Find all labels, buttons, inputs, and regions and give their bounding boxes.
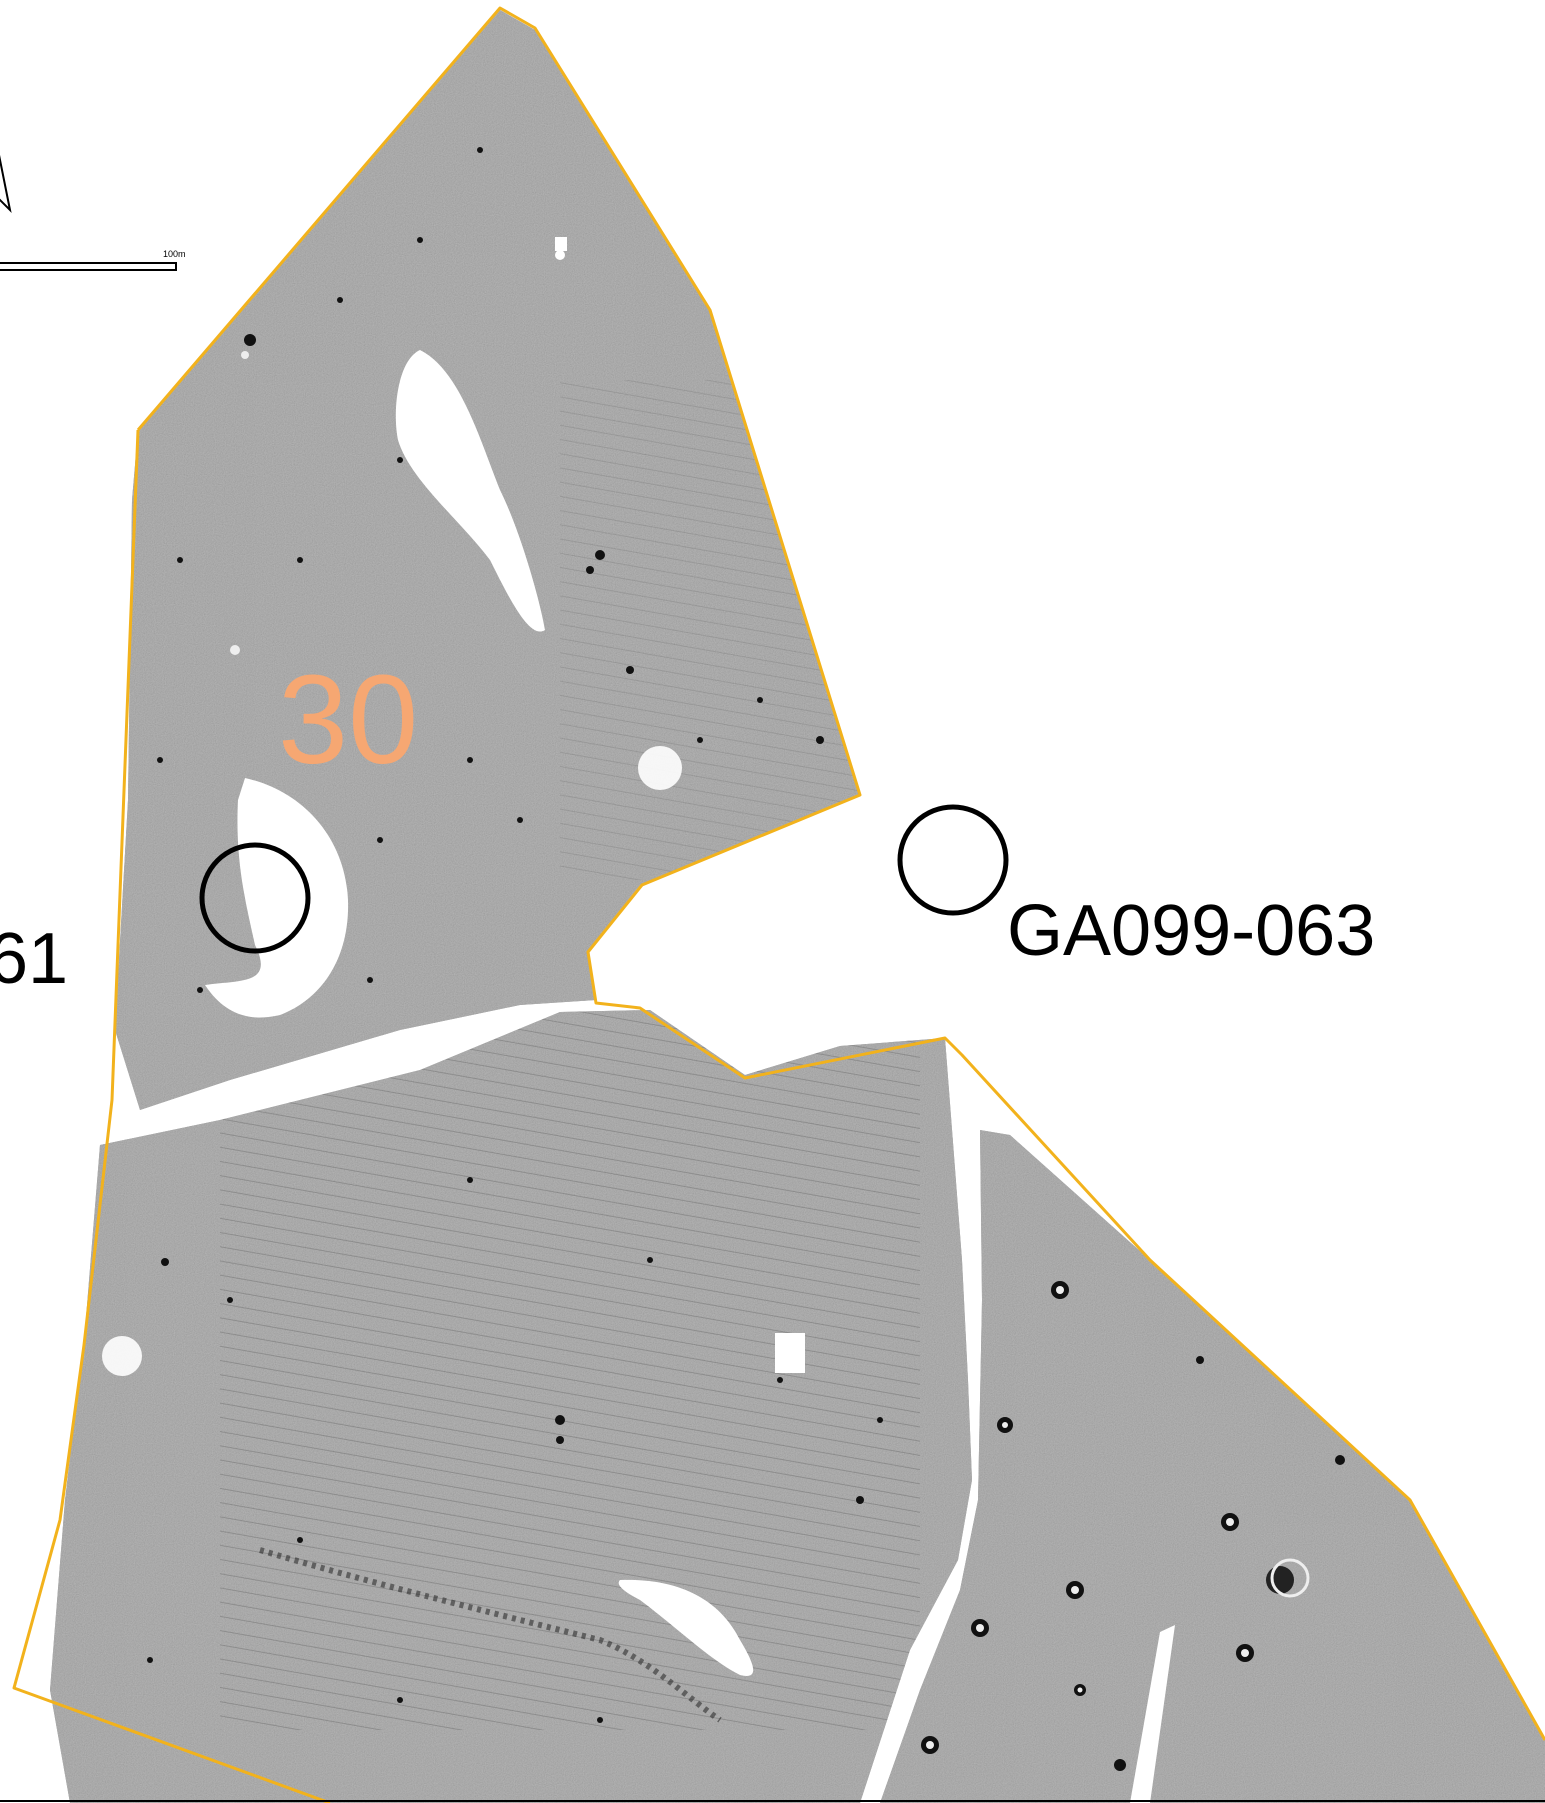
void-south-lake xyxy=(618,1579,754,1676)
site-circle-west[interactable] xyxy=(199,842,311,954)
void-small-square xyxy=(555,237,567,251)
site-label-ga099-063: GA099-063 xyxy=(1007,891,1375,971)
anomaly-dots-east xyxy=(921,1281,1345,1771)
anomaly-bright-spot xyxy=(638,746,682,790)
survey-block-south xyxy=(50,1010,972,1803)
scale-bar: 100m xyxy=(0,249,186,271)
field-number-label: 30 xyxy=(278,649,418,790)
site-circle-ga099-063[interactable] xyxy=(897,804,1009,916)
scale-bar-label: 100m xyxy=(163,249,186,259)
void-south-square xyxy=(775,1333,805,1373)
survey-boundary xyxy=(12,6,1545,1803)
void-north-lake xyxy=(395,350,545,632)
void-west-pond xyxy=(205,778,349,1018)
north-arrow-icon xyxy=(0,154,12,214)
anomaly-bright-blob xyxy=(102,1336,142,1376)
anomaly-dots-south xyxy=(147,1177,883,1723)
site-label-partial-61: 61 xyxy=(0,919,68,999)
anomaly-dots-north xyxy=(157,147,824,993)
survey-block-north xyxy=(115,10,860,1110)
void-east-strip xyxy=(1130,1625,1175,1803)
